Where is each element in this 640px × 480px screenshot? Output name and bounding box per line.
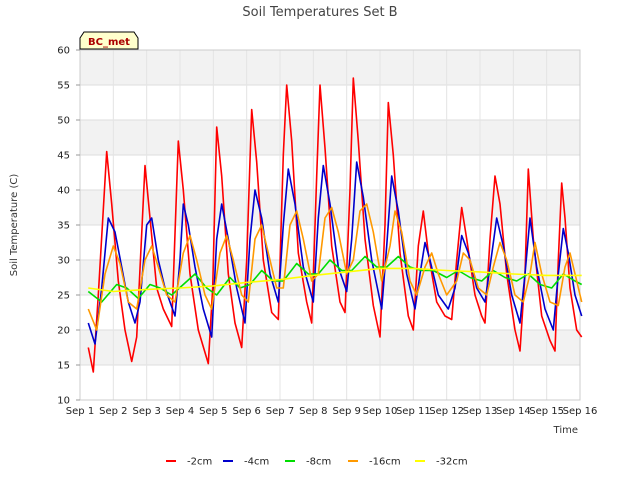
legend-label: -32cm [436, 457, 468, 468]
y-axis-label: Soil Temperature (C) [9, 174, 20, 277]
legend: -2cm -4cm -8cm -16cm -32cm [166, 457, 468, 468]
x-tick-label: Sep 7 [266, 406, 294, 417]
x-tick-label: Sep 2 [99, 406, 127, 417]
x-tick-label: Sep 12 [429, 406, 464, 417]
plot-band [80, 120, 580, 155]
y-tick-label: 55 [57, 81, 70, 92]
x-tick-label: Sep 11 [396, 406, 431, 417]
x-tick-label: Sep 14 [496, 406, 531, 417]
x-tick-label: Sep 5 [199, 406, 227, 417]
y-tick-label: 15 [57, 361, 70, 372]
x-tick-label: Sep 15 [529, 406, 564, 417]
plot-background-bands [80, 50, 580, 365]
y-tick-label: 35 [57, 221, 70, 232]
y-tick-label: 30 [57, 256, 70, 267]
y-tick-label: 45 [57, 151, 70, 162]
plot-band [80, 50, 580, 85]
grid-lines [79, 49, 581, 401]
x-tick-label: Sep 9 [332, 406, 360, 417]
badge-shape [79, 31, 139, 50]
y-tick-label: 20 [57, 326, 70, 337]
badge-label: BC_met [88, 37, 130, 48]
series-line-16cm [87, 203, 583, 331]
series-line-4cm [87, 161, 583, 345]
series-line-8cm [87, 255, 583, 303]
x-tick-label: Sep 10 [363, 406, 398, 417]
x-tick-label: Sep 3 [132, 406, 160, 417]
y-axis-ticks: 10 15 20 25 30 35 40 45 50 55 60 [57, 46, 80, 407]
x-tick-label: Sep 16 [563, 406, 598, 417]
y-tick-label: 50 [57, 116, 70, 127]
legend-label: -16cm [369, 457, 401, 468]
x-tick-label: Sep 1 [66, 406, 94, 417]
y-tick-label: 40 [57, 186, 70, 197]
plot-band [80, 330, 580, 365]
y-tick-label: 25 [57, 291, 70, 302]
x-axis-ticks: Sep 1 Sep 2 Sep 3 Sep 4 Sep 5 Sep 6 Sep 7 Sep 8… [66, 406, 598, 417]
series-line-32cm [88, 267, 582, 293]
chart-title: Soil Temperatures Set B [242, 5, 397, 20]
station-badge: BC_met [79, 31, 139, 50]
legend-label: -2cm [187, 457, 212, 468]
x-axis-label: Time [553, 425, 578, 436]
y-tick-label: 10 [57, 396, 70, 407]
x-tick-label: Sep 13 [463, 406, 498, 417]
x-tick-label: Sep 6 [232, 406, 260, 417]
series-lines [87, 77, 583, 373]
legend-label: -4cm [244, 457, 269, 468]
legend-label: -8cm [306, 457, 331, 468]
y-tick-label: 60 [57, 46, 70, 57]
x-tick-label: Sep 8 [299, 406, 327, 417]
x-tick-label: Sep 4 [166, 406, 194, 417]
